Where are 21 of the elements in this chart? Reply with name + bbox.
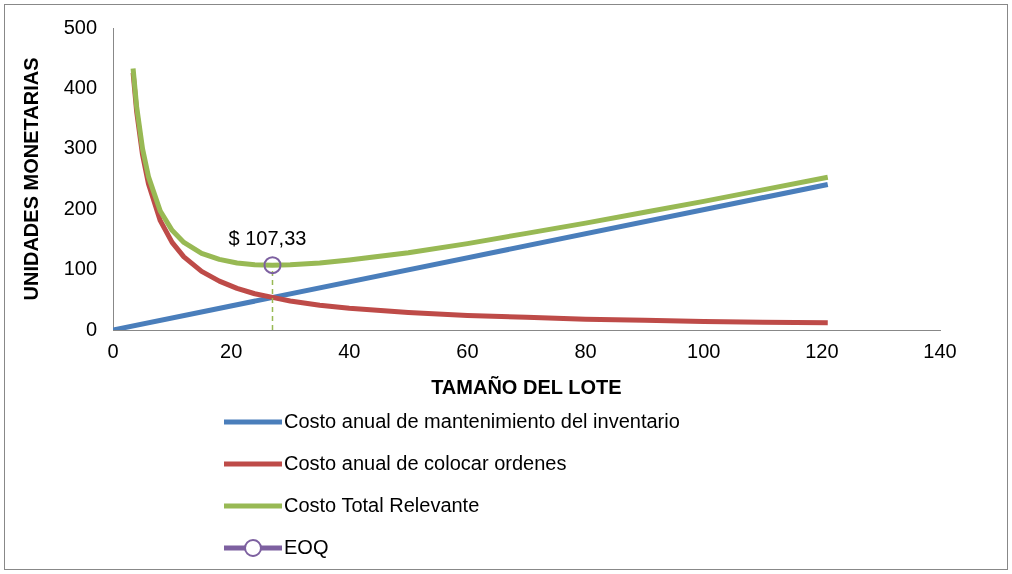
y-tick-label: 300 bbox=[63, 136, 98, 159]
x-axis-title: TAMAÑO DEL LOTE bbox=[431, 375, 622, 398]
legend-label: EOQ bbox=[284, 535, 329, 558]
x-tick-label: 120 bbox=[805, 339, 839, 362]
x-tick-label: 20 bbox=[220, 339, 243, 362]
x-tick-label: 100 bbox=[687, 339, 721, 362]
x-tick-label: 40 bbox=[338, 339, 361, 362]
y-tick-label: 500 bbox=[63, 15, 98, 38]
x-tick-label: 140 bbox=[923, 339, 957, 362]
y-axis-title: UNIDADES MONETARIAS bbox=[19, 57, 42, 301]
legend-label: Costo Total Relevante bbox=[284, 493, 480, 516]
y-tick-label: 200 bbox=[63, 196, 98, 219]
y-tick-label: 0 bbox=[85, 317, 97, 340]
x-tick-label: 0 bbox=[107, 339, 119, 362]
x-tick-label: 80 bbox=[574, 339, 597, 362]
legend-label: Costo anual de colocar ordenes bbox=[284, 451, 567, 474]
x-tick-label: 60 bbox=[456, 339, 479, 362]
legend-label: Costo anual de mantenimiento del inventario bbox=[284, 409, 680, 432]
y-tick-label: 400 bbox=[63, 75, 98, 98]
data-label: $ 107,33 bbox=[228, 226, 307, 249]
y-tick-label: 100 bbox=[63, 257, 98, 280]
